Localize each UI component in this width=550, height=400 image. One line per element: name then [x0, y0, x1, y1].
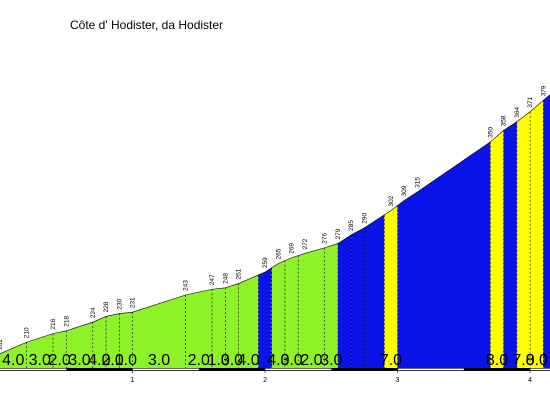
elevation-label: 247	[209, 274, 216, 285]
gradient-segment-17	[324, 243, 338, 368]
elevation-label: 290	[361, 212, 368, 223]
elevation-label: 350	[487, 127, 494, 138]
elevation-label: 371	[527, 97, 534, 108]
elevation-label: 259	[262, 257, 269, 268]
elevation-label: 210	[24, 327, 31, 338]
gradient-segment-27	[543, 94, 550, 368]
gradient-segment-12	[238, 274, 259, 368]
elevation-label: 216	[50, 318, 57, 329]
elevation-label: 285	[348, 220, 355, 231]
elevation-label: 230	[116, 298, 123, 309]
elevation-label: 279	[335, 228, 342, 239]
elevation-label: 302	[388, 195, 395, 206]
gradient-label-17: 3.0	[320, 352, 342, 369]
gradient-segment-21	[384, 205, 398, 368]
elevation-label: 248	[222, 273, 229, 284]
elevation-label: 364	[514, 107, 521, 118]
gradient-label-21: 7.0	[380, 352, 402, 369]
km-tick-label: 2	[263, 377, 267, 384]
gradient-segment-15	[284, 255, 299, 368]
km-tick-label: 1	[131, 377, 135, 384]
chart-title: Côte d' Hodister, da Hodister	[70, 18, 224, 32]
gradient-segment-24	[503, 121, 517, 368]
segment-dividers	[26, 100, 544, 368]
elevation-label: 231	[130, 297, 137, 308]
km-tick-label: 3	[396, 377, 400, 384]
gradient-segment-5	[92, 316, 107, 368]
gradient-segment-3	[53, 330, 67, 368]
gradient-label-10: 1.0	[208, 352, 230, 369]
gradient-labels: 4.0 3.02.03.04.02.01.0 3.0 2.01.03.04.0 4.03…	[2, 352, 548, 369]
gradient-label-16: 2.0	[300, 352, 322, 369]
gradient-label-26: 8.0	[526, 352, 548, 369]
elevation-label: 228	[103, 301, 110, 312]
distance-axis: 1 2 3 4	[0, 368, 550, 384]
gradient-label-25: 7.0	[512, 352, 534, 369]
gradient-label-8: 3.0	[148, 352, 170, 369]
elevation-label: 315	[414, 177, 421, 188]
gradient-segment-20	[364, 214, 385, 368]
profile-fill-group	[0, 94, 550, 368]
elevation-label: 243	[183, 280, 190, 291]
gradient-segment-16	[298, 247, 325, 368]
gradient-segment-18	[337, 234, 352, 368]
elevation-label: 251	[236, 268, 243, 279]
gradient-segment-2	[26, 333, 54, 368]
elevation-label: 202	[0, 338, 4, 349]
profile-outline	[0, 94, 550, 354]
gradient-segment-4	[66, 322, 93, 368]
gradient-label-3: 2.0	[49, 352, 71, 369]
elevation-labels: 202 210 216 218 224 228 230 231 243 247 248 251 259 2…	[0, 85, 547, 350]
gradient-label-5: 4.0	[88, 352, 110, 369]
elevation-label: 379	[540, 85, 547, 96]
gradient-segment-25	[516, 111, 531, 368]
gradient-label-4: 3.0	[68, 352, 90, 369]
gradient-segment-26	[530, 100, 544, 368]
gradient-segment-6	[106, 313, 120, 368]
km-half-band	[265, 368, 332, 371]
gradient-label-12: 4.0	[237, 352, 259, 369]
gradient-label-15: 3.0	[280, 352, 302, 369]
elevation-label: 276	[322, 233, 329, 244]
km-half-band	[397, 368, 464, 371]
gradient-segment-14	[271, 260, 285, 368]
km-half-band	[132, 368, 199, 371]
elevation-label: 358	[501, 115, 508, 126]
gradient-label-14: 4.0	[267, 352, 289, 369]
km-half-band	[0, 368, 67, 371]
gradient-label-2: 3.0	[29, 352, 51, 369]
elevation-label: 218	[63, 316, 70, 327]
km-tick-label: 4	[528, 377, 532, 384]
gradient-segment-19	[351, 227, 365, 368]
elevation-label: 265	[275, 248, 282, 259]
gradient-segment-7	[119, 312, 133, 368]
gradient-label-23: 8.0	[486, 352, 508, 369]
gradient-segment-8	[132, 294, 186, 368]
gradient-segment-23	[490, 130, 504, 368]
gradient-label-9: 2.0	[188, 352, 210, 369]
elevation-label: 269	[289, 243, 296, 254]
gradient-segment-22	[397, 141, 491, 368]
gradient-label-7: 1.0	[115, 352, 137, 369]
elevation-label: 309	[401, 185, 408, 196]
elevation-label: 272	[302, 238, 309, 249]
gradient-segment-10	[212, 287, 226, 368]
gradient-label-1: 4.0	[2, 352, 24, 369]
gradient-segment-13	[258, 267, 272, 368]
elevation-label: 224	[90, 307, 97, 318]
gradient-segment-1	[0, 342, 27, 368]
km-half-band	[530, 368, 550, 371]
gradient-segment-9	[185, 289, 213, 368]
gradient-label-6: 2.0	[102, 352, 124, 369]
gradient-label-11: 3.0	[221, 352, 243, 369]
gradient-segment-11	[225, 283, 239, 368]
